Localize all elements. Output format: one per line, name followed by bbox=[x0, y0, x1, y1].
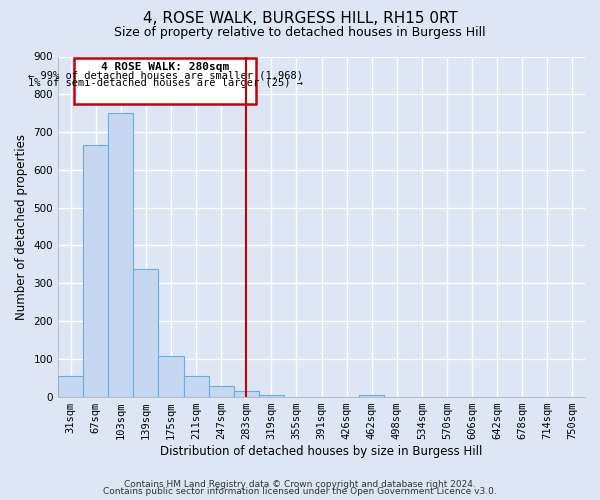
Text: 4, ROSE WALK, BURGESS HILL, RH15 0RT: 4, ROSE WALK, BURGESS HILL, RH15 0RT bbox=[143, 11, 457, 26]
Text: 4 ROSE WALK: 280sqm: 4 ROSE WALK: 280sqm bbox=[101, 62, 229, 72]
Text: Size of property relative to detached houses in Burgess Hill: Size of property relative to detached ho… bbox=[114, 26, 486, 39]
Bar bbox=[359, 394, 384, 396]
Text: ← 99% of detached houses are smaller (1,968): ← 99% of detached houses are smaller (1,… bbox=[28, 70, 303, 81]
Y-axis label: Number of detached properties: Number of detached properties bbox=[15, 134, 28, 320]
Bar bbox=[184, 376, 209, 396]
Bar bbox=[209, 386, 233, 396]
Text: Contains public sector information licensed under the Open Government Licence v3: Contains public sector information licen… bbox=[103, 488, 497, 496]
Bar bbox=[158, 356, 184, 397]
X-axis label: Distribution of detached houses by size in Burgess Hill: Distribution of detached houses by size … bbox=[160, 444, 483, 458]
Bar bbox=[74, 58, 256, 104]
Bar bbox=[133, 269, 158, 396]
Bar bbox=[83, 146, 108, 396]
Bar bbox=[108, 113, 133, 397]
Bar bbox=[58, 376, 83, 396]
Bar bbox=[259, 394, 284, 396]
Text: 1% of semi-detached houses are larger (25) →: 1% of semi-detached houses are larger (2… bbox=[28, 78, 303, 88]
Text: Contains HM Land Registry data © Crown copyright and database right 2024.: Contains HM Land Registry data © Crown c… bbox=[124, 480, 476, 489]
Bar bbox=[233, 391, 259, 396]
